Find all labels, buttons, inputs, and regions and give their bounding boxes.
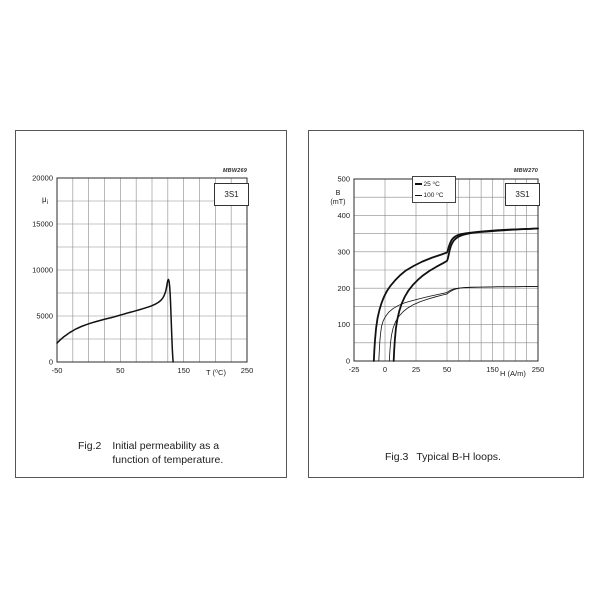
thick-line-swatch-icon [415,182,422,185]
material-grade-text: 3S1 [224,190,239,199]
y-axis-title: B (mT) [325,188,351,206]
legend-item-25c: 25 ⁰C [415,180,453,188]
x-tick-label: 250 [532,365,545,374]
figure-caption-text: Typical B-H loops. [416,451,501,463]
legend-item-100c: 100 ⁰C [415,191,453,199]
x-tick-label: 25 [412,365,420,374]
x-tick-label: 50 [116,366,124,375]
x-tick-label: 150 [486,365,499,374]
y-tick-label: 0 [346,357,350,366]
x-axis-title: H (A/m) [500,369,526,378]
material-grade-text: 3S1 [515,190,530,199]
x-tick-label: 50 [443,365,451,374]
y-tick-label: 500 [337,175,350,184]
figure-panel-fig3: -25 0 25 50 150 250 0 100 200 300 400 500 MBW270 3S… [308,130,584,478]
series-b-h-loop-25-c-descending-branch [372,227,539,362]
y-axis-title: μi [42,195,48,206]
x-tick-label: 150 [177,366,190,375]
b-symbol: B [335,188,341,197]
series-b-h-loop-100-c-ascending-branch [388,285,539,362]
x-tick-label: 0 [383,365,387,374]
figure-caption: Fig.2 Initial permeability as a function… [78,440,223,467]
figure-caption-label: Fig.2 [78,440,102,452]
figure-code-label: MBW269 [222,168,247,174]
figure-panel-fig2: -50 50 150 250 0 5000 10000 15000 20000 MBW269 3… [15,130,287,478]
b-units: (mT) [330,197,346,206]
material-grade-badge: 3S1 [505,183,540,206]
y-tick-label: 200 [337,284,350,293]
thin-line-swatch-icon [415,194,422,196]
x-axis-title: T (⁰C) [206,368,226,377]
series-b-h-loop-25-c-ascending-branch [392,227,539,362]
legend-label-25c: 25 ⁰C [423,180,440,188]
permeability-vs-temperature-chart: -50 50 150 250 0 5000 10000 15000 20000 [32,174,254,375]
x-tick-label: -50 [52,366,63,375]
y-tick-label: 20000 [32,174,53,183]
legend-label-100c: 100 ⁰C [423,192,444,200]
figure-caption-text: Initial permeability as a function of te… [112,440,224,466]
mu-subscript: i [46,200,48,206]
y-tick-label: 300 [337,247,350,256]
y-tick-label: 15000 [32,220,53,229]
x-tick-label: 250 [241,366,254,375]
y-tick-label: 5000 [36,312,53,321]
mu-symbol: μ [42,195,47,204]
y-tick-label: 0 [49,358,53,367]
y-tick-label: 10000 [32,266,53,275]
y-tick-label: 100 [337,320,350,329]
y-tick-label: 400 [337,211,350,220]
plot-border [56,177,248,363]
material-grade-badge: 3S1 [214,183,249,206]
grid-lines [353,178,539,362]
x-tick-label: -25 [349,365,360,374]
figure-code-label: MBW270 [513,168,538,174]
series-initial-permeability-i [56,278,174,363]
figure-caption-label: Fig.3 [385,451,409,463]
figure-caption: Fig.3 Typical B-H loops. [385,451,501,465]
chart-legend: 25 ⁰C 100 ⁰C [412,176,456,203]
